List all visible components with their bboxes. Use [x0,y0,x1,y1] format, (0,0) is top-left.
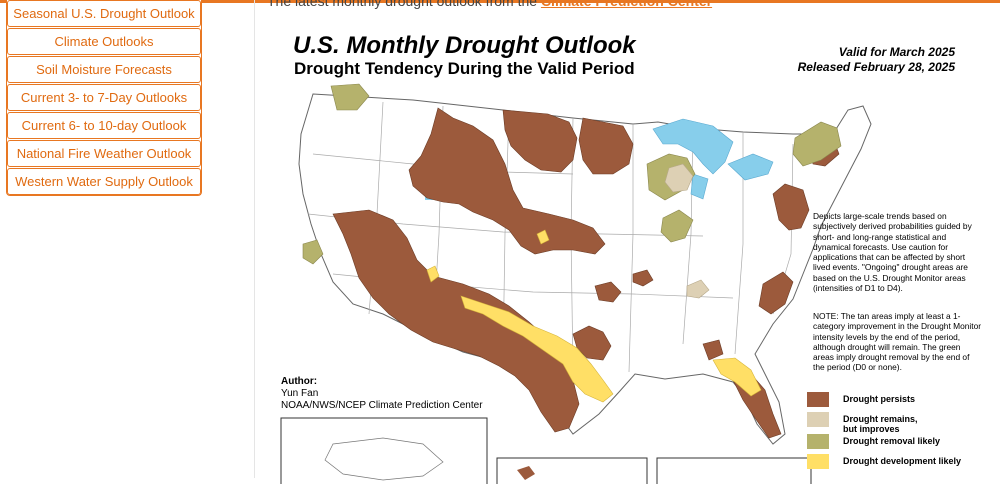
author-heading: Author: [281,376,318,387]
legend-label-persists: Drought persists [843,394,916,404]
sidebar-item-3-7-day-outlooks[interactable]: Current 3- to 7-Day Outlooks [7,84,201,111]
puerto-rico-inset-frame [656,457,812,484]
main-content: The latest monthly drought outlook from … [254,0,1000,484]
great-lakes [652,118,774,200]
sidebar-item-western-water-supply[interactable]: Western Water Supply Outlook [7,168,201,195]
sidebar-item-soil-moisture-forecasts[interactable]: Soil Moisture Forecasts [7,56,201,83]
legend-swatch-development [807,454,829,469]
legend-label-improves: Drought remains, but improves [843,414,918,434]
sidebar-item-climate-outlooks[interactable]: Climate Outlooks [7,28,201,55]
author-name: Yun Fan [281,388,319,399]
sidebar-item-seasonal-drought-outlook[interactable]: Seasonal U.S. Drought Outlook [7,0,201,27]
legend-swatch-persists [807,392,829,407]
drought-improves-areas [664,163,710,299]
us-map-graphic [280,83,872,484]
map-title: U.S. Monthly Drought Outlook [293,32,636,59]
sidebar-nav: Seasonal U.S. Drought Outlook Climate Ou… [6,0,202,196]
intro-text: The latest monthly drought outlook from … [267,0,538,9]
map-subtitle: Drought Tendency During the Valid Period [294,59,635,78]
valid-for-text: Valid for March 2025 [838,45,955,59]
legend-label-improves-line1: Drought remains, [843,414,918,424]
legend-label-removal: Drought removal likely [843,436,941,446]
drought-development-areas [426,229,762,403]
map-note: NOTE: The tan areas imply at least a 1-c… [813,311,982,373]
author-block: Author: Yun Fan NOAA/NWS/NCEP Climate Pr… [281,376,483,412]
intro-paragraph: The latest monthly drought outlook from … [267,0,712,9]
released-text: Released February 28, 2025 [797,60,955,74]
legend-swatch-improves [807,412,829,427]
sidebar-item-fire-weather-outlook[interactable]: National Fire Weather Outlook [7,140,201,167]
drought-outlook-map: U.S. Monthly Drought Outlook Drought Ten… [273,14,985,484]
map-description: Depicts large-scale trends based on subj… [813,211,972,294]
valid-period: Valid for March 2025 Released February 2… [798,45,955,75]
legend-swatch-removal [807,434,829,449]
sidebar-item-6-10-day-outlook[interactable]: Current 6- to 10-day Outlook [7,112,201,139]
top-accent-bar [0,0,1000,3]
author-org: NOAA/NWS/NCEP Climate Prediction Center [281,400,483,411]
hawaii-drought-area [517,466,535,480]
legend-label-improves-line2: but improves [843,424,900,434]
alaska-shape [324,437,444,481]
legend-label-development: Drought development likely [843,456,962,466]
cpc-link[interactable]: Climate Prediction Center [540,0,713,9]
